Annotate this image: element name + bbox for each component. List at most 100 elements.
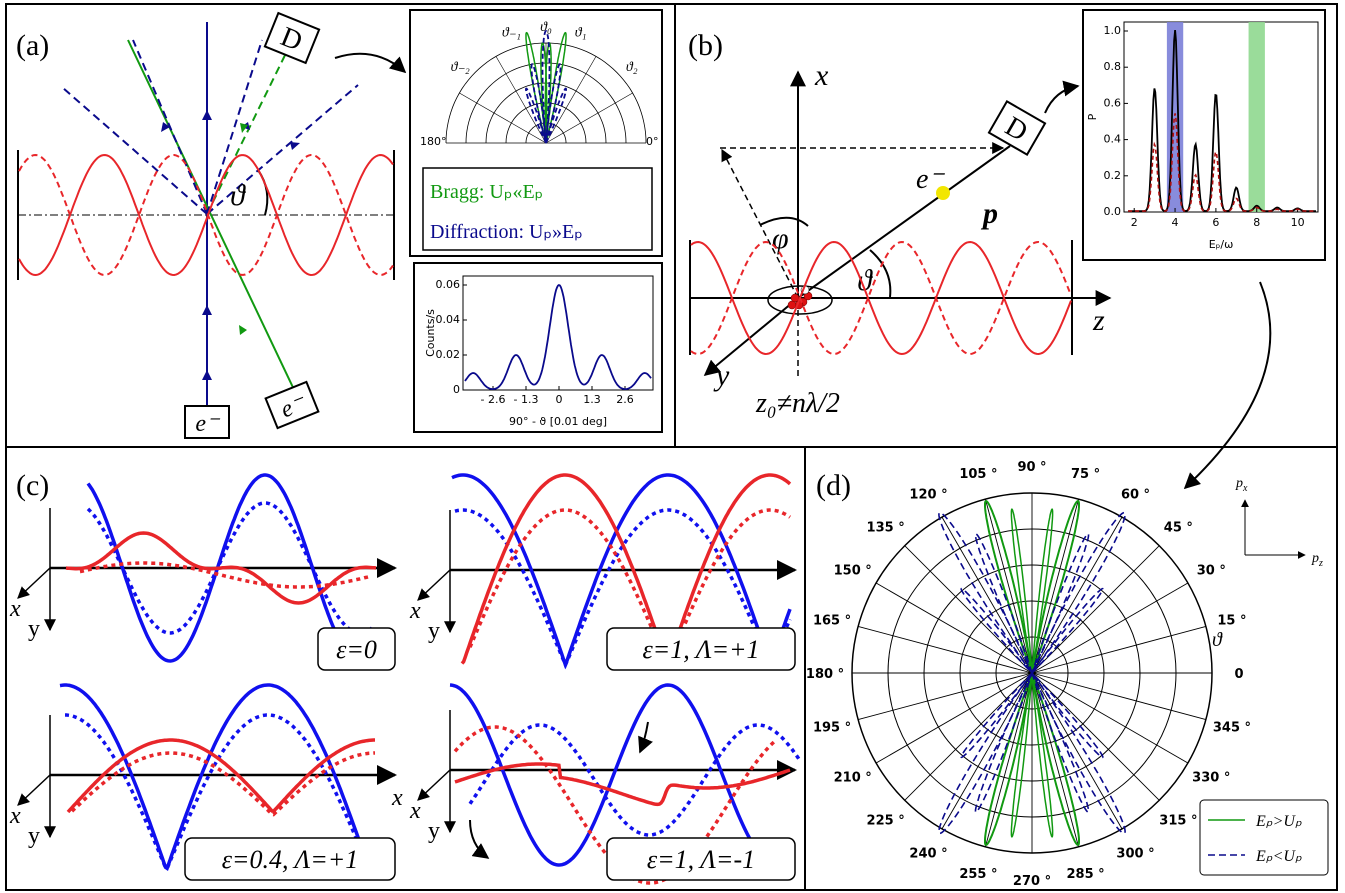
bragg-lobe [545, 31, 567, 144]
momentum [797, 145, 1011, 299]
case-label: ε=0 [336, 635, 377, 664]
axis-label-sub: x [1242, 483, 1248, 494]
lobe-green [1010, 672, 1033, 838]
angle-label: 90 ° [1017, 460, 1046, 475]
arrowhead [240, 123, 248, 133]
polar-spoke [1031, 582, 1189, 674]
inset [409, 9, 663, 257]
arrowheads [161, 110, 300, 380]
legend-entry: Diffraction: Uₚ»Eₚ [430, 221, 583, 243]
x-tick-label: 2.6 [616, 393, 634, 406]
offset-label: z₀≠nλ/2 [755, 388, 840, 419]
axis-label: x [814, 59, 829, 92]
y-label: P [1086, 113, 1099, 120]
angle-label: 300 ° [1116, 846, 1154, 861]
frames [5, 3, 1338, 891]
axis-label-sub: z [1318, 558, 1323, 569]
angle-label: φ [772, 222, 789, 255]
trajectory [454, 762, 791, 807]
axis-label: y [428, 618, 440, 644]
polar-spoke [1031, 672, 1160, 801]
plot-frame [1123, 21, 1319, 213]
trajectory [86, 473, 374, 663]
angle-label: 165 ° [813, 613, 851, 628]
y-tick-label: 0 [453, 383, 460, 396]
axis-label: x [9, 596, 21, 622]
trajectory [451, 473, 792, 669]
legend-entry: Eₚ>Uₚ [1255, 813, 1302, 830]
axis [417, 769, 451, 801]
electron-label: e⁻ [916, 164, 945, 195]
panel-label: (b) [688, 29, 723, 62]
source: e⁻ [264, 380, 320, 430]
axis-label-base: p [1311, 551, 1319, 566]
polar-spoke [858, 625, 1033, 674]
case-label: ε=1, Λ=+1 [642, 635, 759, 664]
trajectory [468, 723, 802, 837]
case-label: ε=0.4, Λ=+1 [222, 845, 359, 874]
axis-label: pz [1311, 551, 1323, 569]
lobe-blue [1031, 672, 1126, 835]
trajectory [460, 473, 792, 667]
legend [422, 167, 653, 251]
polar-spoke [984, 672, 1033, 847]
x-tick-label: 2 [1131, 216, 1138, 229]
angle-label: 270 ° [1013, 874, 1051, 889]
polar-spoke [941, 672, 1033, 830]
y-tick-label: 0.8 [1104, 60, 1122, 73]
x-tick-label: 10 [1291, 216, 1305, 229]
axis-label-base: p [1235, 476, 1243, 491]
panel-label: (a) [16, 29, 49, 62]
x-label: 90° - ϑ [0.01 deg] [509, 415, 607, 428]
beams [62, 39, 359, 215]
polar-spoke [1031, 516, 1123, 674]
polar-label: ϑ₋₁ [502, 25, 521, 40]
polar-spoke [1031, 625, 1206, 674]
arrow [638, 721, 653, 754]
lobe-blue [938, 511, 1033, 674]
angle-label: 135 ° [867, 521, 905, 536]
pointer [334, 52, 407, 74]
y-tick-label: 0.6 [1104, 96, 1122, 109]
angle-label: 105 ° [959, 467, 997, 482]
angle-label: 315 ° [1159, 813, 1197, 828]
polar-spoke [904, 672, 1033, 801]
case-label: ε=1, Λ=-1 [647, 845, 755, 874]
bragg-lobe [540, 42, 548, 144]
axis [703, 297, 799, 377]
angle-label: 45 ° [1164, 521, 1193, 536]
x-label: Eₚ/ω [1209, 238, 1234, 251]
angle-label: 180 ° [806, 667, 844, 682]
y-label: Counts/s [424, 309, 437, 357]
angle-label: 195 ° [813, 721, 851, 736]
angle-arc [759, 216, 809, 227]
angle-label: 150 ° [834, 564, 872, 579]
angle-label: 345 ° [1213, 721, 1251, 736]
y-tick-label: 1.0 [1104, 24, 1122, 37]
standing-wave [690, 240, 1072, 356]
focus [767, 285, 833, 315]
source: e⁻ [184, 405, 230, 439]
legend [1199, 799, 1329, 876]
standing-wave [690, 240, 1072, 356]
polar-spoke [941, 516, 1033, 674]
lobe-blue [960, 587, 1033, 674]
angle-symbol: ϑ [1212, 629, 1223, 651]
angle-label: 120 ° [909, 488, 947, 503]
legend-entry: Eₚ<Uₚ [1255, 848, 1302, 865]
counts-curve [464, 283, 652, 390]
y-tick-label: 0.2 [1104, 169, 1122, 182]
angle-label: 0 [1234, 667, 1243, 682]
polar-spoke [495, 56, 547, 144]
angle-label: 285 ° [1066, 867, 1104, 882]
inset [1082, 9, 1326, 261]
axis-label: x [409, 598, 421, 624]
x-tick-label: 4 [1172, 216, 1179, 229]
lobe-green [1010, 508, 1033, 674]
angle-label: 225 ° [867, 813, 905, 828]
axis-label: z [1092, 304, 1105, 337]
panel-label: (d) [816, 469, 851, 502]
axis-label: px [1235, 476, 1248, 494]
polar-label: ϑ₁ [575, 25, 587, 40]
